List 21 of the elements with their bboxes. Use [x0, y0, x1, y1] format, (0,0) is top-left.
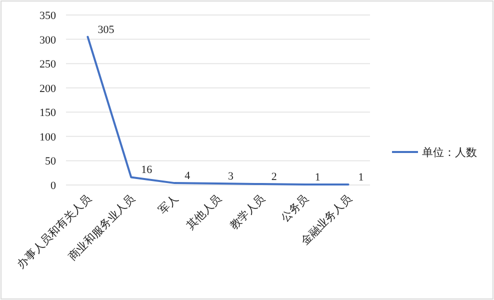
line-series [86, 36, 350, 186]
legend-label: 单位：人数 [422, 146, 477, 159]
data-label: 2 [271, 171, 277, 184]
y-tick-label: 200 [40, 82, 56, 95]
data-label: 1 [358, 172, 364, 184]
y-tick-label: 50 [45, 156, 56, 168]
data-label: 16 [141, 164, 153, 176]
data-label: 305 [98, 24, 115, 36]
data-label: 4 [184, 170, 191, 182]
x-tick-label: 教学人员 [228, 192, 268, 232]
y-tick-label: 150 [40, 107, 56, 120]
x-tick-label: 公务员 [279, 192, 311, 224]
data-label: 1 [314, 172, 320, 184]
y-tick-label: 100 [40, 131, 56, 144]
y-tick-label: 0 [50, 180, 56, 192]
y-tick-label: 350 [40, 10, 56, 22]
x-tick-label: 军人 [156, 192, 181, 217]
y-tick-label: 300 [40, 34, 56, 46]
y-tick-label: 250 [40, 58, 56, 71]
data-label: 3 [228, 170, 234, 183]
x-tick-label: 其他人员 [184, 192, 224, 232]
